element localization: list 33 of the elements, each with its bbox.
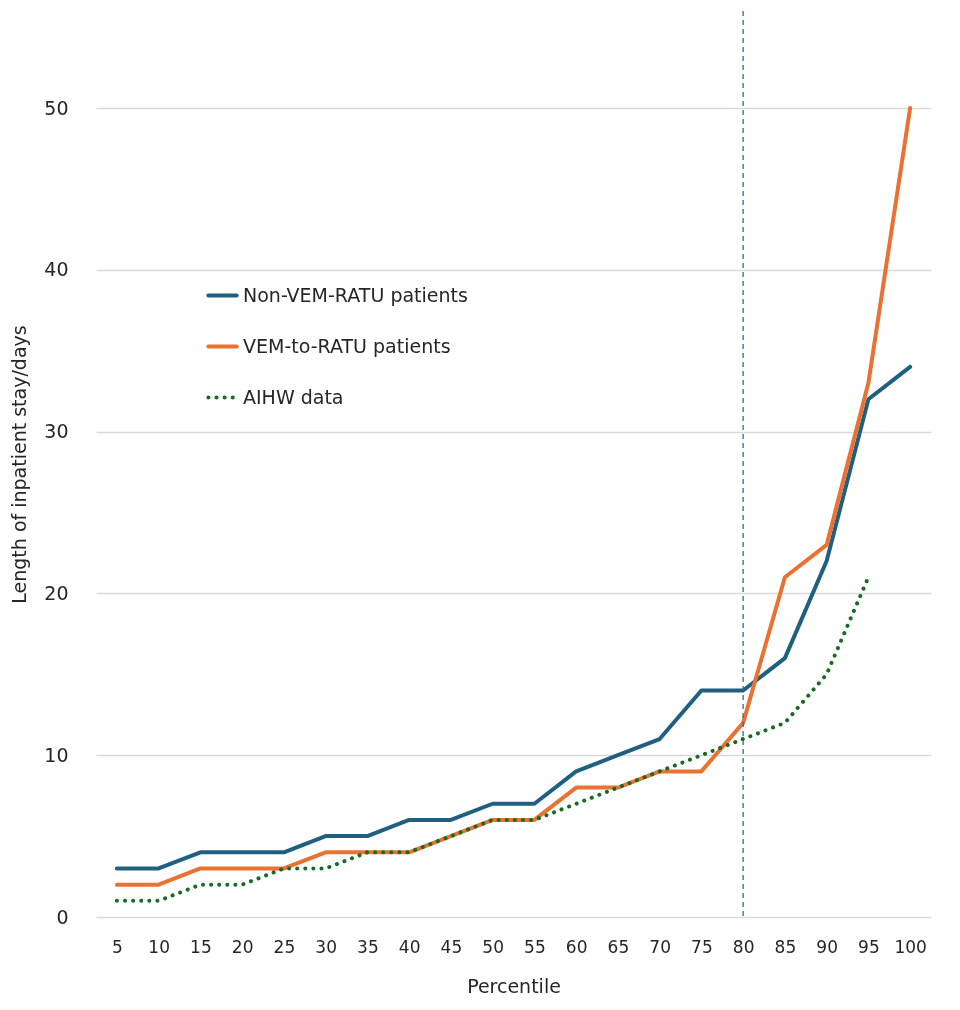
x-tick-label: 75 <box>691 936 713 957</box>
x-tick-label: 100 <box>894 936 927 957</box>
x-tick-label: 55 <box>524 936 546 957</box>
x-tick-label: 65 <box>607 936 630 957</box>
legend-label: AIHW data <box>243 385 344 408</box>
y-tick-label: 40 <box>44 258 69 281</box>
y-tick-label: 20 <box>44 581 69 604</box>
legend-label: VEM-to-RATU patients <box>243 334 451 357</box>
legend-label: Non-VEM-RATU patients <box>243 283 468 306</box>
x-tick-label: 25 <box>273 936 296 957</box>
x-tick-label: 40 <box>398 936 421 957</box>
x-tick-label: 95 <box>858 936 880 957</box>
x-tick-label: 45 <box>440 936 463 957</box>
x-axis-title: Percentile <box>467 974 561 997</box>
y-tick-label: 10 <box>44 743 69 766</box>
y-tick-label: 30 <box>44 420 69 443</box>
x-tick-label: 35 <box>357 936 379 957</box>
line-series <box>114 364 913 871</box>
y-tick-label: 0 <box>56 905 69 928</box>
x-tick-label: 5 <box>111 936 123 957</box>
x-tick-label: 30 <box>315 936 337 957</box>
x-tick-label: 80 <box>732 936 755 957</box>
y-axis-title: Length of inpatient stay/days <box>8 325 31 604</box>
x-tick-label: 15 <box>190 936 212 957</box>
x-tick-label: 90 <box>816 936 838 957</box>
x-tick-label: 60 <box>565 936 588 957</box>
line-series <box>114 106 913 887</box>
x-tick-label: 70 <box>649 936 671 957</box>
x-tick-label: 10 <box>148 936 170 957</box>
x-tick-label: 20 <box>231 936 254 957</box>
y-tick-label: 50 <box>44 96 69 119</box>
x-tick-label: 50 <box>482 936 504 957</box>
x-tick-label: 85 <box>774 936 797 957</box>
